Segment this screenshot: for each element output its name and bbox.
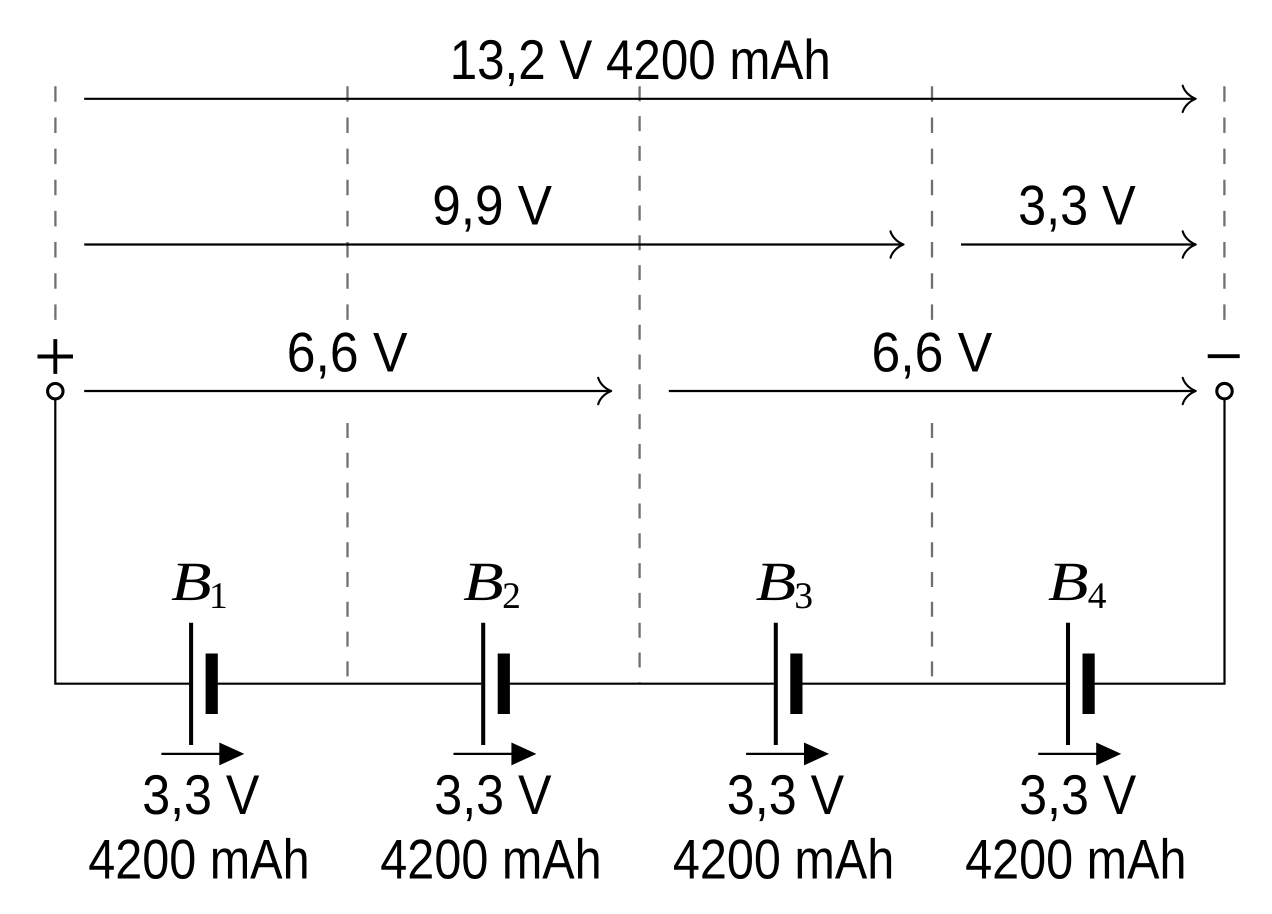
svg-text:3,3 V: 3,3 V xyxy=(1018,173,1136,236)
svg-text:3,3 V: 3,3 V xyxy=(142,763,260,826)
svg-text:4200 mAh: 4200 mAh xyxy=(965,827,1186,890)
svg-text:B: B xyxy=(1048,551,1089,612)
svg-text:6,6 V: 6,6 V xyxy=(872,321,993,384)
svg-text:9,9 V: 9,9 V xyxy=(432,173,552,236)
svg-text:3,3 V: 3,3 V xyxy=(434,763,552,826)
svg-text:6,6 V: 6,6 V xyxy=(287,321,408,384)
svg-text:B: B xyxy=(756,551,797,612)
svg-text:13,2 V 4200 mAh: 13,2 V 4200 mAh xyxy=(450,28,831,91)
svg-text:3,3 V: 3,3 V xyxy=(727,763,845,826)
svg-text:B: B xyxy=(463,551,504,612)
svg-text:4200 mAh: 4200 mAh xyxy=(88,827,309,890)
svg-text:4200 mAh: 4200 mAh xyxy=(673,827,894,890)
svg-text:3,3 V: 3,3 V xyxy=(1019,763,1137,826)
svg-text:B: B xyxy=(171,551,212,612)
svg-text:4200 mAh: 4200 mAh xyxy=(380,827,601,890)
